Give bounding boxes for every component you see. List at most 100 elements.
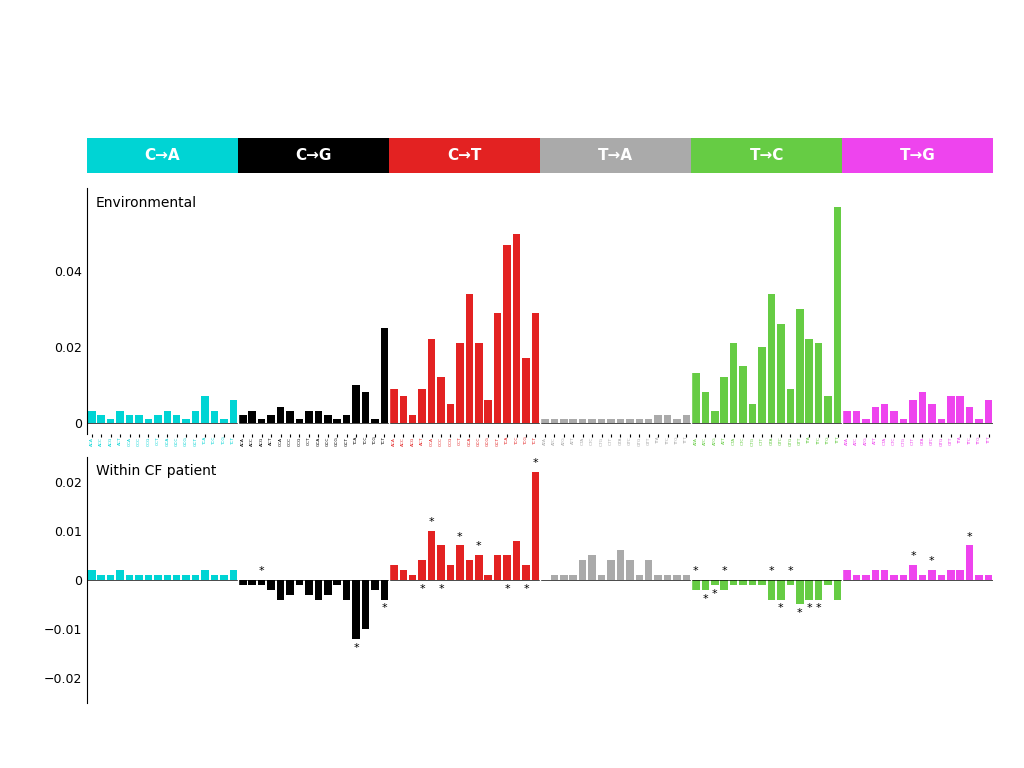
Bar	[560, 419, 567, 422]
Bar	[881, 404, 889, 422]
Text: *: *	[722, 566, 727, 576]
Bar	[164, 575, 171, 580]
Bar	[352, 580, 359, 639]
Bar	[106, 419, 115, 422]
Bar	[654, 575, 662, 580]
Bar	[853, 411, 860, 422]
Bar	[928, 570, 936, 580]
Bar	[664, 575, 672, 580]
Bar	[531, 472, 540, 580]
Bar	[513, 233, 520, 422]
Bar	[343, 580, 350, 600]
Bar	[399, 570, 408, 580]
Bar	[229, 570, 238, 580]
Bar	[202, 396, 209, 422]
Bar	[956, 570, 964, 580]
Bar	[314, 580, 323, 600]
Text: *: *	[438, 584, 443, 594]
Bar	[843, 411, 851, 422]
Bar	[126, 575, 133, 580]
Bar	[106, 575, 115, 580]
Bar	[919, 392, 927, 422]
Bar	[739, 366, 746, 422]
Bar	[966, 408, 974, 422]
Bar	[117, 411, 124, 422]
Bar	[607, 419, 614, 422]
Bar	[135, 415, 142, 422]
Bar	[701, 580, 710, 590]
Text: C→G: C→G	[295, 148, 332, 163]
Bar	[749, 404, 757, 422]
Bar	[211, 575, 218, 580]
Bar	[786, 389, 794, 422]
Bar	[390, 565, 397, 580]
Text: *: *	[787, 566, 794, 576]
Bar	[324, 415, 332, 422]
Bar	[891, 411, 898, 422]
Bar	[419, 389, 426, 422]
Text: T→C: T→C	[750, 148, 784, 163]
Text: *: *	[504, 584, 510, 594]
Bar	[97, 415, 105, 422]
Bar	[381, 580, 388, 600]
Text: Environmental: Environmental	[96, 196, 198, 210]
Bar	[276, 408, 285, 422]
Bar	[154, 415, 162, 422]
Text: *: *	[967, 531, 973, 541]
Bar	[371, 580, 379, 590]
Bar	[419, 560, 426, 580]
Bar	[598, 575, 605, 580]
Bar	[928, 404, 936, 422]
Bar	[607, 560, 614, 580]
Bar	[126, 415, 133, 422]
Text: *: *	[693, 566, 698, 576]
Bar	[191, 411, 200, 422]
Bar	[645, 419, 652, 422]
Bar	[871, 570, 879, 580]
Bar	[522, 359, 529, 422]
Bar	[334, 419, 341, 422]
Bar	[446, 565, 455, 580]
Text: *: *	[420, 584, 425, 594]
Bar	[843, 570, 851, 580]
Text: T→G: T→G	[900, 148, 936, 163]
Bar	[541, 419, 549, 422]
Bar	[664, 415, 672, 422]
Bar	[504, 245, 511, 422]
Bar	[541, 138, 691, 173]
Bar	[636, 575, 643, 580]
Bar	[324, 580, 332, 594]
Bar	[900, 419, 907, 422]
Bar	[589, 419, 596, 422]
Bar	[673, 575, 681, 580]
Bar	[164, 411, 171, 422]
Bar	[249, 411, 256, 422]
Bar	[842, 138, 993, 173]
Bar	[691, 138, 842, 173]
Bar	[598, 419, 605, 422]
Bar	[494, 555, 502, 580]
Bar	[758, 580, 766, 584]
Bar	[579, 560, 587, 580]
Bar	[191, 575, 200, 580]
Text: *: *	[532, 458, 539, 468]
Bar	[117, 570, 124, 580]
Bar	[437, 545, 444, 580]
Bar	[862, 419, 869, 422]
Bar	[258, 419, 265, 422]
Bar	[786, 580, 794, 584]
Text: C→T: C→T	[447, 148, 482, 163]
Bar	[626, 419, 634, 422]
Bar	[229, 400, 238, 422]
Bar	[683, 415, 690, 422]
Bar	[768, 580, 775, 600]
Bar	[626, 560, 634, 580]
Bar	[985, 575, 992, 580]
Bar	[579, 419, 587, 422]
Bar	[871, 408, 879, 422]
Text: *: *	[429, 517, 434, 527]
Bar	[494, 313, 502, 422]
Bar	[504, 555, 511, 580]
Bar	[711, 580, 719, 584]
Bar	[390, 389, 397, 422]
